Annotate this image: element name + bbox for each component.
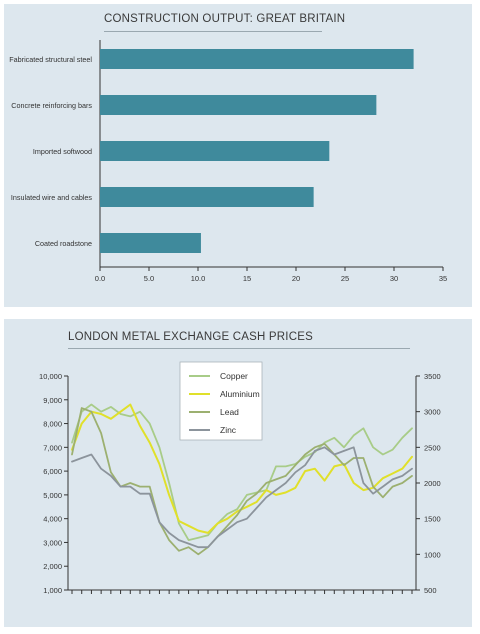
- left-tick-label: 6,000: [43, 467, 62, 476]
- left-tick-label: 3,000: [43, 538, 62, 547]
- category-label: Concrete reinforcing bars: [11, 101, 92, 110]
- title-rule: [68, 348, 410, 349]
- title-rule: [104, 31, 322, 32]
- bar: [100, 49, 414, 69]
- bar: [100, 95, 377, 115]
- legend-label: Lead: [220, 407, 239, 417]
- legend-label: Copper: [220, 371, 248, 381]
- x-tick-label: 5.0: [144, 274, 154, 283]
- metal-prices-panel: LONDON METAL EXCHANGE CASH PRICES 1,000 2…: [4, 319, 472, 627]
- left-tick-label: 2,000: [43, 562, 62, 571]
- left-tick-label: 5,000: [43, 491, 62, 500]
- bar-chart: Fabricated structural steel Concrete rein…: [9, 40, 447, 283]
- series-line: [71, 403, 413, 542]
- legend-label: Zinc: [220, 425, 237, 435]
- x-tick-label: 30: [390, 274, 398, 283]
- category-label: Fabricated structural steel: [9, 55, 92, 64]
- left-tick-label: 4,000: [43, 515, 62, 524]
- bar: [100, 141, 330, 161]
- right-tick-label: 1500: [424, 515, 441, 524]
- chart-title: LONDON METAL EXCHANGE CASH PRICES: [68, 331, 313, 343]
- left-tick-label: 1,000: [43, 586, 62, 595]
- right-tick-label: 2500: [424, 443, 441, 452]
- left-tick-label: 7,000: [43, 443, 62, 452]
- bar: [100, 233, 201, 253]
- x-tick-label: 0.0: [95, 274, 105, 283]
- line-chart: 1,000 2,000 3,000 4,000 5,000 6,000 7,000 8,000…: [39, 361, 441, 595]
- left-tick-label: 9,000: [43, 396, 62, 405]
- x-tick-label: 20: [292, 274, 300, 283]
- bar: [100, 187, 314, 207]
- x-tick-label: 10.0: [191, 274, 206, 283]
- series-line: [71, 446, 413, 549]
- left-tick-label: 8,000: [43, 420, 62, 429]
- category-label: Coated roadstone: [35, 239, 92, 248]
- category-label: Insulated wire and cables: [11, 193, 93, 202]
- category-label: Imported softwood: [33, 147, 92, 156]
- right-tick-label: 3500: [424, 372, 441, 381]
- construction-output-panel: CONSTRUCTION OUTPUT: GREAT BRITAIN Fabri…: [4, 4, 472, 307]
- chart-title: CONSTRUCTION OUTPUT: GREAT BRITAIN: [104, 13, 346, 25]
- right-tick-label: 2000: [424, 479, 441, 488]
- right-tick-label: 3000: [424, 408, 441, 417]
- right-tick-label: 1000: [424, 550, 441, 559]
- x-tick-label: 15: [243, 274, 251, 283]
- x-tick-label: 25: [341, 274, 349, 283]
- left-tick-label: 10,000: [39, 372, 62, 381]
- right-tick-label: 500: [424, 586, 437, 595]
- x-tick-label: 35: [439, 274, 447, 283]
- legend-label: Aluminium: [220, 389, 260, 399]
- series-line: [71, 407, 413, 556]
